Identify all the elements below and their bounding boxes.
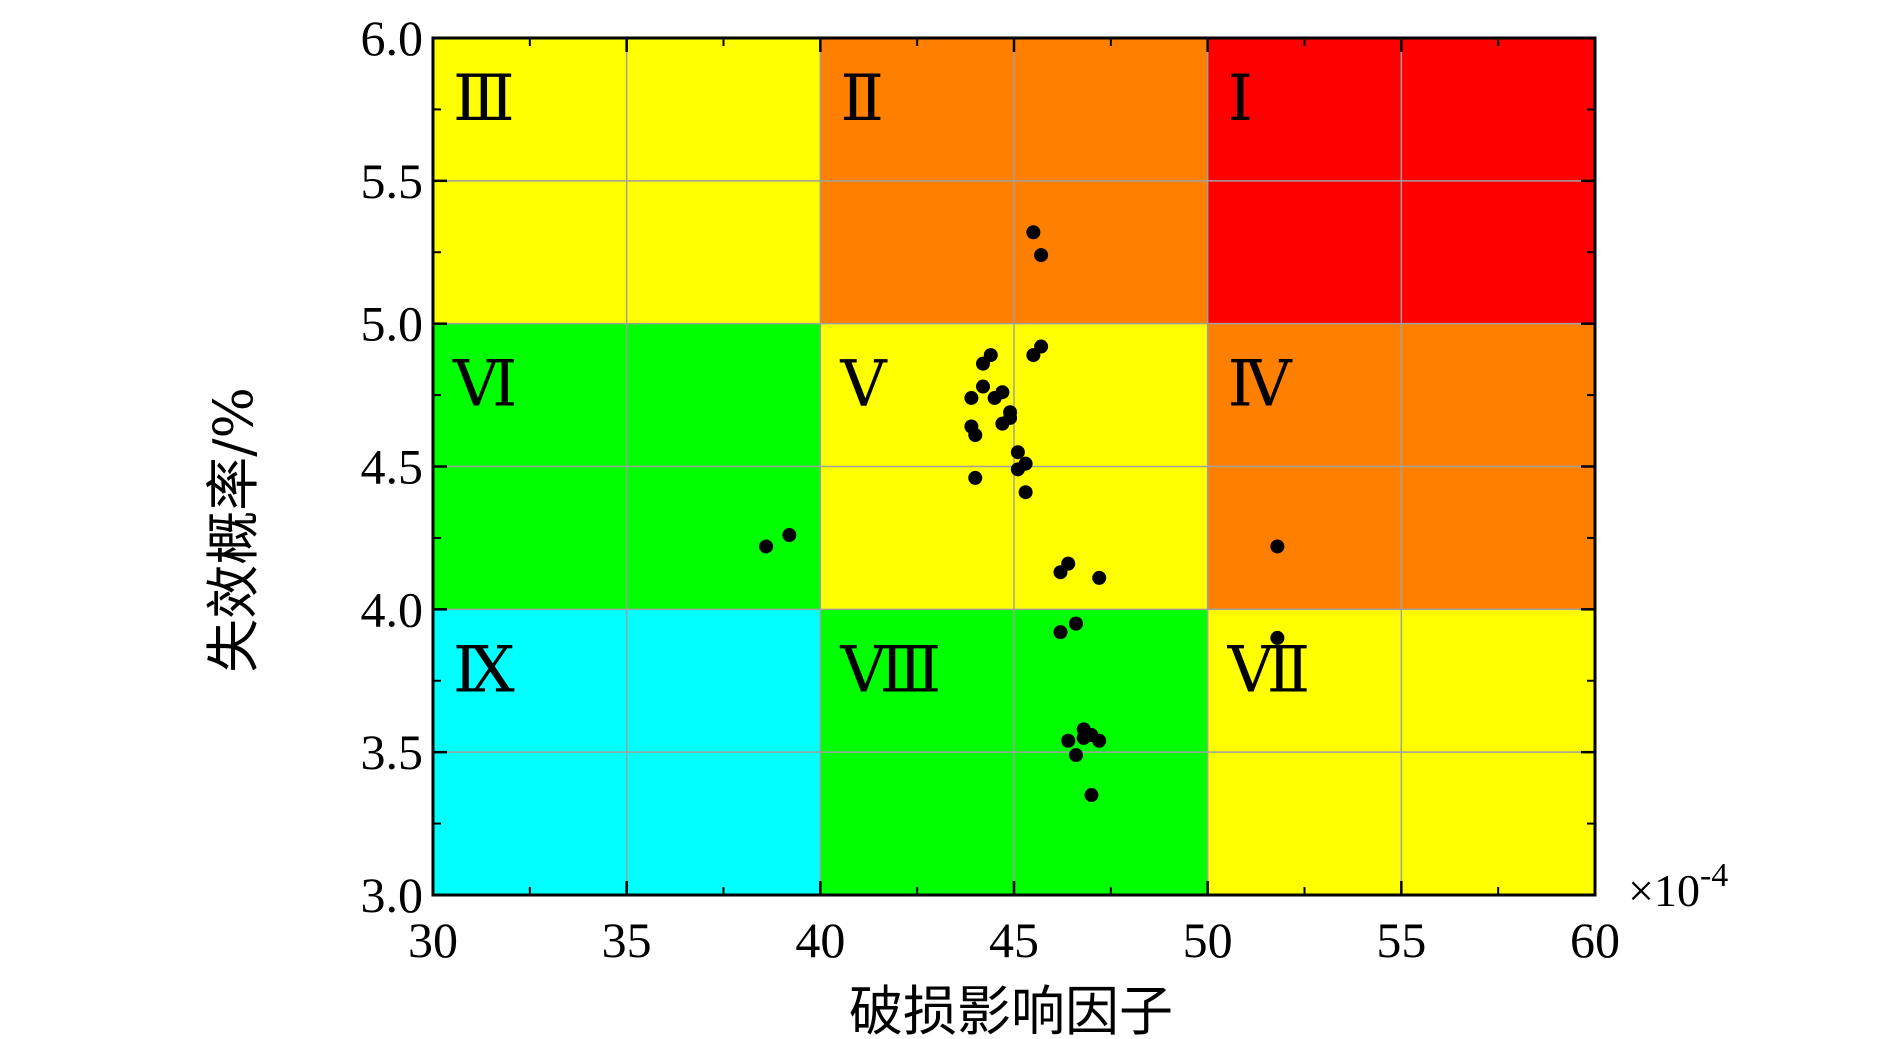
data-point (1068, 616, 1083, 631)
x-tick-label: 40 (795, 912, 845, 968)
data-point (1270, 539, 1285, 554)
data-point (1026, 348, 1041, 363)
y-tick-label: 5.5 (361, 153, 424, 209)
data-point (968, 428, 983, 443)
data-point (976, 356, 991, 371)
x-tick-label: 50 (1183, 912, 1233, 968)
region-label: Ⅵ (452, 349, 517, 420)
x-tick-label: 45 (989, 912, 1039, 968)
data-point (782, 528, 797, 543)
region-label: Ⅸ (453, 634, 515, 705)
data-point (1068, 748, 1083, 763)
data-point (987, 390, 1002, 405)
data-point (1034, 248, 1049, 263)
data-point (968, 470, 983, 485)
data-point (759, 539, 774, 554)
data-point (976, 379, 991, 394)
data-point (1053, 625, 1068, 640)
x-axis-title: 破损影响因子 (849, 980, 1173, 1039)
region-label: Ⅶ (1227, 634, 1311, 705)
data-point (995, 416, 1010, 431)
data-point (1092, 570, 1107, 585)
x-tick-labels: 30 35 40 45 50 55 60 (408, 912, 1620, 968)
y-tick-label: 4.0 (361, 581, 424, 637)
data-point (964, 390, 979, 405)
data-point (1026, 225, 1041, 240)
data-point (1092, 733, 1107, 748)
x-tick-label: 60 (1570, 912, 1620, 968)
region-label: Ⅷ (839, 634, 941, 705)
y-tick-labels: 3.0 3.5 4.0 4.5 5.0 5.5 6.0 (361, 10, 424, 923)
y-tick-label: 6.0 (361, 10, 424, 66)
x-tick-label: 55 (1376, 912, 1426, 968)
y-tick-label: 3.5 (361, 724, 424, 780)
data-point (1010, 445, 1025, 460)
region-label: Ⅴ (839, 349, 888, 420)
y-tick-label: 5.0 (361, 296, 424, 352)
data-point (1084, 788, 1099, 803)
region-labels: Ⅰ Ⅱ Ⅲ Ⅳ Ⅴ Ⅵ Ⅶ Ⅷ Ⅸ (452, 63, 1310, 705)
data-point (1076, 730, 1091, 745)
y-axis-title: 失效概率/% (202, 387, 265, 673)
x-tick-label: 30 (408, 912, 458, 968)
data-points (759, 225, 1285, 803)
region-label: Ⅱ (840, 63, 884, 134)
x-tick-label: 35 (602, 912, 652, 968)
data-point (1010, 462, 1025, 477)
data-point (1053, 565, 1068, 580)
axis-ticks (431, 36, 1597, 897)
region-label: Ⅳ (1228, 349, 1293, 420)
data-point (1018, 485, 1033, 500)
data-point (1270, 630, 1285, 645)
region-label: Ⅰ (1228, 63, 1253, 134)
y-tick-label: 3.0 (361, 867, 424, 923)
region-label: Ⅲ (453, 63, 515, 134)
y-tick-label: 4.5 (361, 439, 424, 495)
data-point (1061, 733, 1076, 748)
x-axis-multiplier: ×10-4 (1628, 857, 1728, 916)
